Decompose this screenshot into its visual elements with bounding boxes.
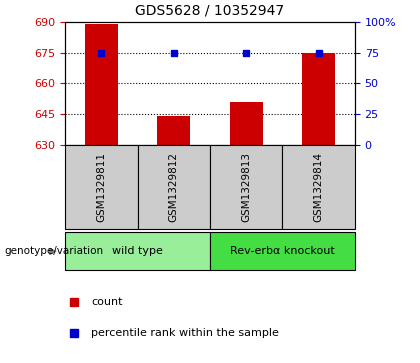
- Bar: [230, 102, 262, 145]
- Text: percentile rank within the sample: percentile rank within the sample: [91, 328, 279, 338]
- Bar: [210, 232, 355, 270]
- Text: Rev-erbα knockout: Rev-erbα knockout: [230, 246, 335, 256]
- Bar: [302, 53, 335, 145]
- Bar: [210, 145, 282, 229]
- Bar: [65, 145, 138, 229]
- Title: GDS5628 / 10352947: GDS5628 / 10352947: [135, 4, 285, 18]
- Bar: [158, 117, 190, 145]
- Text: wild type: wild type: [112, 246, 163, 256]
- Text: count: count: [91, 297, 123, 307]
- Text: GSM1329811: GSM1329811: [96, 152, 106, 222]
- Text: GSM1329812: GSM1329812: [169, 152, 179, 222]
- Bar: [85, 24, 118, 145]
- Bar: [65, 232, 210, 270]
- Text: genotype/variation: genotype/variation: [4, 246, 103, 256]
- Bar: [138, 145, 210, 229]
- Text: GSM1329813: GSM1329813: [241, 152, 251, 222]
- Text: GSM1329814: GSM1329814: [314, 152, 324, 222]
- Bar: [282, 145, 355, 229]
